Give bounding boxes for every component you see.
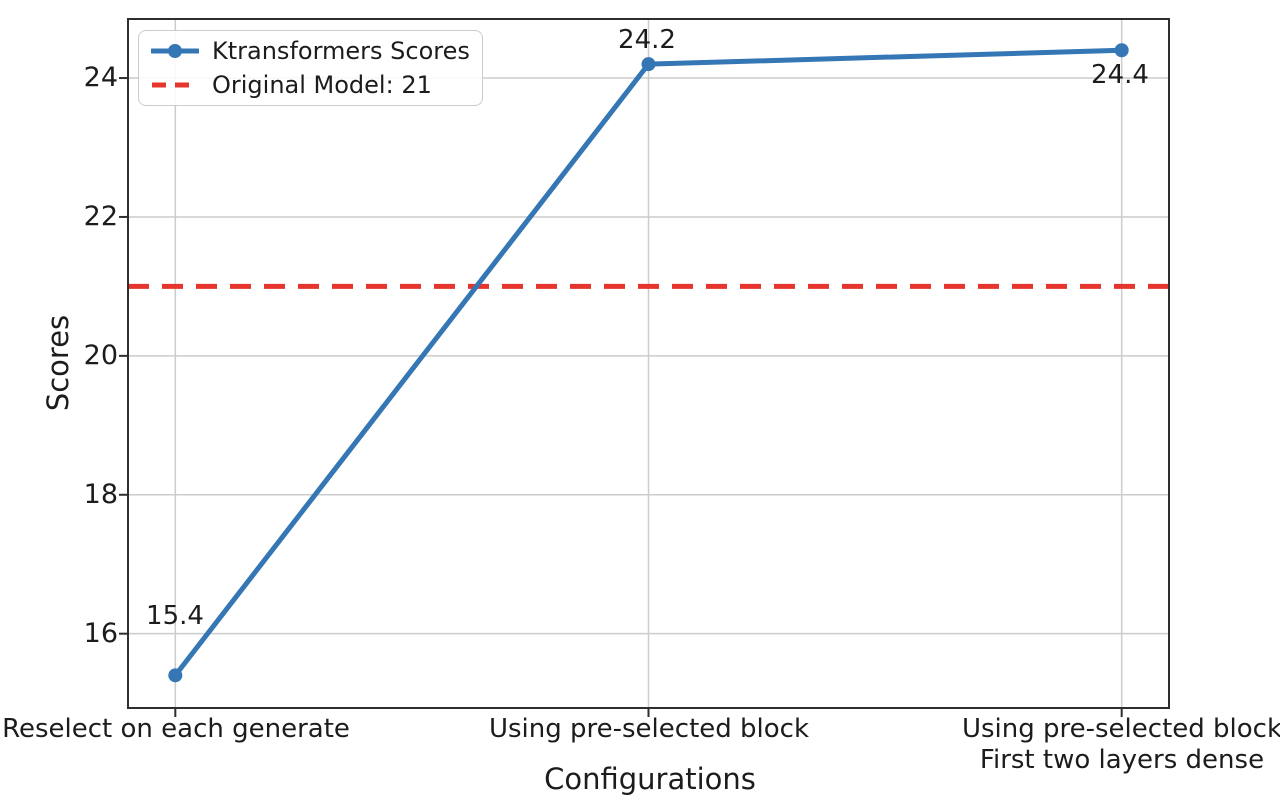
point-label: 24.4 [1091, 60, 1149, 90]
x-axis-title: Configurations [544, 762, 756, 796]
legend: Ktransformers Scores Original Model: 21 [138, 30, 483, 106]
x-tick-label: Using pre-selected block First two layer… [961, 714, 1280, 775]
y-tick-label: 24 [83, 62, 118, 93]
legend-dashed-line-sample [152, 82, 198, 88]
point-label: 24.2 [618, 25, 676, 55]
legend-entry-reference: Original Model: 21 [151, 70, 470, 100]
legend-line-marker-sample [151, 44, 199, 58]
x-tick-label: Reselect on each generate [2, 714, 350, 744]
legend-reference-label: Original Model: 21 [212, 71, 432, 99]
x-tick-label: Using pre-selected block [488, 714, 810, 744]
y-tick-label: 18 [83, 479, 118, 510]
legend-entry-series: Ktransformers Scores [151, 36, 470, 66]
point-label: 15.4 [146, 601, 204, 631]
legend-series-label: Ktransformers Scores [212, 37, 470, 65]
y-tick-label: 22 [83, 201, 118, 232]
y-axis-title: Scores [41, 314, 75, 412]
y-tick-label: 16 [83, 618, 118, 649]
y-tick-label: 20 [83, 340, 118, 371]
